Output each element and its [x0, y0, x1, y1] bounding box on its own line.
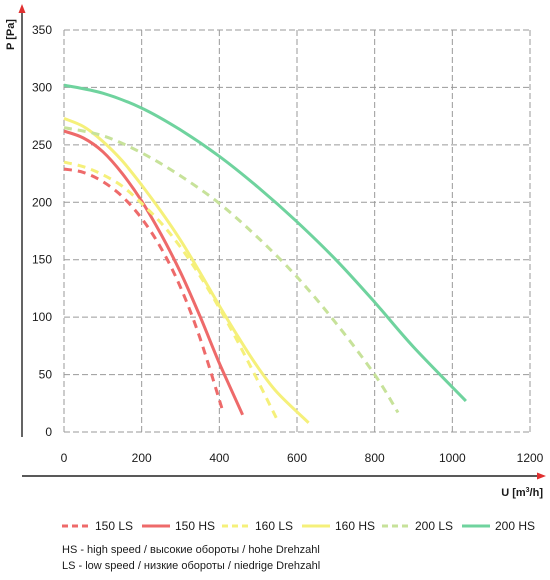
y-axis-arrow — [18, 4, 26, 13]
y-tick-label-3: 150 — [32, 253, 52, 267]
x-tick-label-6: 1200 — [517, 451, 544, 465]
note-high-speed: HS - high speed / высокие обороты / hohe… — [62, 544, 320, 556]
tick-labels: 0 200 400 600 800 1000 1200 0 50 100 150 200 250 300 3… — [32, 23, 544, 465]
x-axis-title: U [m3/h] — [501, 487, 543, 499]
x-axis-arrow — [537, 472, 546, 480]
x-axis-title-sup: 3 — [526, 487, 530, 494]
series-line-150-ls — [63, 167, 225, 413]
y-tick-label-6: 300 — [32, 80, 52, 94]
legend-label-200-ls: 200 LS — [415, 519, 453, 533]
y-tick-label-7: 350 — [32, 23, 52, 37]
series-line-200-hs — [63, 83, 467, 403]
x-tick-label-1: 200 — [132, 451, 152, 465]
y-tick-label-4: 200 — [32, 195, 52, 209]
x-axis-title-main: U [m — [501, 487, 526, 499]
grid — [63, 29, 531, 433]
axes: P [Pa] U [m3/h] — [5, 4, 546, 499]
legend-label-160-ls: 160 LS — [255, 519, 293, 533]
x-tick-label-0: 0 — [61, 451, 68, 465]
y-tick-label-1: 50 — [39, 368, 53, 382]
y-tick-label-0: 0 — [45, 425, 52, 439]
x-tick-label-5: 1000 — [439, 451, 466, 465]
x-tick-label-2: 400 — [209, 451, 229, 465]
y-axis-title: P [Pa] — [5, 19, 17, 50]
y-tick-label-2: 100 — [32, 310, 52, 324]
series-line-200-ls — [63, 126, 400, 414]
legend-label-160-hs: 160 HS — [335, 519, 375, 533]
x-tick-label-4: 800 — [365, 451, 385, 465]
x-axis-title-end: /h] — [530, 487, 544, 499]
series-line-160-ls — [63, 160, 279, 422]
legend-label-150-ls: 150 LS — [95, 519, 133, 533]
y-tick-label-5: 250 — [32, 138, 52, 152]
note-low-speed: LS - low speed / низкие обороты / niedri… — [62, 560, 321, 572]
series-line-160-hs — [63, 117, 310, 424]
legend-label-200-hs: 200 HS — [495, 519, 535, 533]
pressure-flow-chart: P [Pa] U [m3/h] 0 200 400 600 800 1000 1200 0 50… — [5, 4, 546, 533]
legend: 150 LS 150 HS 160 LS 160 HS 200 LS 200 HS — [62, 519, 535, 533]
series — [63, 83, 467, 424]
x-tick-label-3: 600 — [287, 451, 307, 465]
legend-label-150-hs: 150 HS — [175, 519, 215, 533]
series-line-150-hs — [63, 129, 244, 416]
